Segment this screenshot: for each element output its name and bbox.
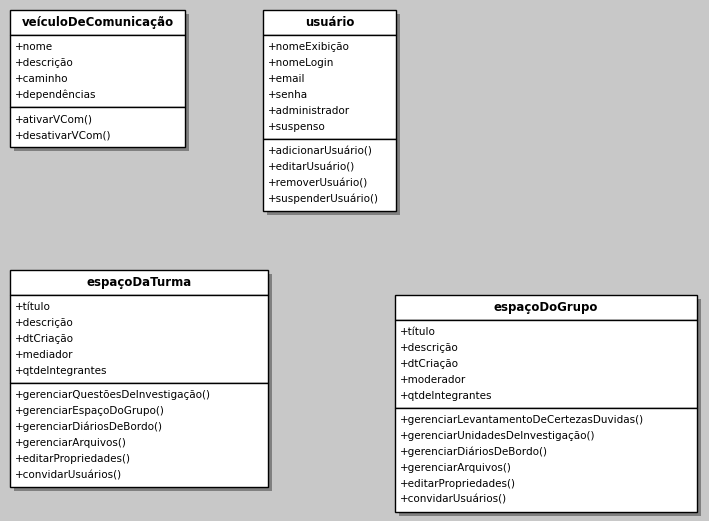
Text: +nomeExibição: +nomeExibição	[268, 42, 350, 52]
Text: +gerenciarUnidadesDeInvestigação(): +gerenciarUnidadesDeInvestigação()	[400, 431, 596, 441]
Bar	[14, 274, 272, 491]
Bar	[10, 35, 185, 107]
Text: +administrador: +administrador	[268, 106, 350, 116]
Text: +mediador: +mediador	[15, 350, 74, 360]
Text: +nome: +nome	[15, 42, 53, 52]
Text: +adicionarUsuário(): +adicionarUsuário()	[268, 146, 373, 156]
Text: +descrição: +descrição	[15, 318, 74, 328]
Bar	[395, 295, 697, 320]
Bar	[399, 299, 701, 516]
Text: +descrição: +descrição	[15, 58, 74, 68]
Text: espaçoDaTurma: espaçoDaTurma	[86, 276, 191, 289]
Text: +título: +título	[400, 327, 436, 337]
Bar	[263, 139, 396, 211]
Text: +desativarVCom(): +desativarVCom()	[15, 130, 111, 140]
Text: +gerenciarQuestõesDeInvestigação(): +gerenciarQuestõesDeInvestigação()	[15, 390, 211, 400]
Text: +qtdeIntegrantes: +qtdeIntegrantes	[400, 391, 493, 401]
Text: +editarPropriedades(): +editarPropriedades()	[15, 454, 131, 464]
Text: +gerenciarLevantamentoDeCertezasDuvidas(): +gerenciarLevantamentoDeCertezasDuvidas(…	[400, 415, 644, 425]
Text: +gerenciarEspaçoDoGrupo(): +gerenciarEspaçoDoGrupo()	[15, 406, 165, 416]
Text: +dependências: +dependências	[15, 90, 96, 100]
Bar	[263, 10, 396, 35]
Bar	[10, 383, 268, 487]
Text: +descrição: +descrição	[400, 343, 459, 353]
Text: +convidarUsuários(): +convidarUsuários()	[400, 495, 507, 505]
Text: usuário: usuário	[305, 16, 354, 29]
Text: +gerenciarDiáriosDeBordo(): +gerenciarDiáriosDeBordo()	[400, 446, 548, 457]
Text: +suspenderUsuário(): +suspenderUsuário()	[268, 194, 379, 204]
Bar	[10, 270, 268, 295]
Bar	[395, 320, 697, 408]
Bar	[263, 35, 396, 139]
Bar	[10, 295, 268, 383]
Text: +gerenciarDiáriosDeBordo(): +gerenciarDiáriosDeBordo()	[15, 422, 163, 432]
Text: +gerenciarArquivos(): +gerenciarArquivos()	[400, 463, 512, 473]
Text: +nomeLogin: +nomeLogin	[268, 58, 335, 68]
Bar	[395, 408, 697, 512]
Text: +editarUsuário(): +editarUsuário()	[268, 162, 355, 172]
Text: +removerUsuário(): +removerUsuário()	[268, 178, 368, 188]
Text: espaçoDoGrupo: espaçoDoGrupo	[493, 301, 598, 314]
Bar	[267, 14, 400, 215]
Text: +caminho: +caminho	[15, 74, 69, 84]
Text: +título: +título	[15, 302, 51, 312]
Text: +dtCriação: +dtCriação	[15, 334, 74, 344]
Bar	[10, 10, 185, 35]
Bar	[14, 14, 189, 151]
Text: +qtdeIntegrantes: +qtdeIntegrantes	[15, 366, 108, 376]
Text: +convidarUsuários(): +convidarUsuários()	[15, 470, 122, 480]
Text: +ativarVCom(): +ativarVCom()	[15, 114, 93, 124]
Text: +suspenso: +suspenso	[268, 122, 325, 132]
Text: +senha: +senha	[268, 90, 308, 100]
Text: +gerenciarArquivos(): +gerenciarArquivos()	[15, 438, 127, 448]
Text: +dtCriação: +dtCriação	[400, 359, 459, 369]
Text: +moderador: +moderador	[400, 375, 467, 385]
Text: +email: +email	[268, 74, 306, 84]
Bar	[10, 107, 185, 147]
Text: veículoDeComunicação: veículoDeComunicação	[21, 16, 174, 29]
Text: +editarPropriedades(): +editarPropriedades()	[400, 479, 516, 489]
